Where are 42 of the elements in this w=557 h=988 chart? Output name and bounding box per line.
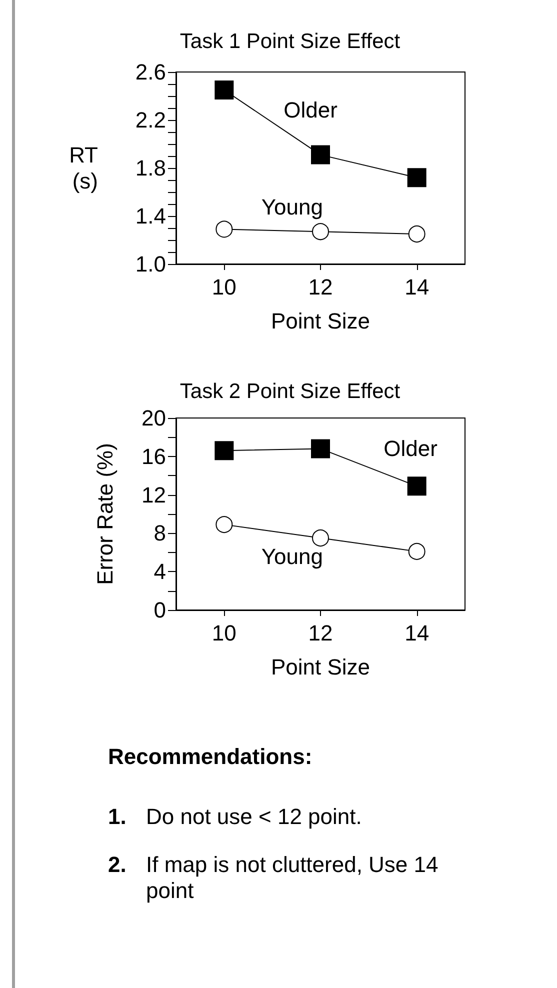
y-tick-label: 0 — [154, 598, 166, 622]
y-tick-label: 16 — [142, 444, 166, 469]
y-tick-label: 1.4 — [135, 204, 166, 228]
x-axis-title: Point Size — [270, 308, 370, 334]
point — [408, 542, 426, 560]
point — [214, 80, 234, 100]
point — [312, 223, 329, 240]
y-axis-title: Error Rate (%) — [92, 443, 118, 585]
series-label: Older — [284, 97, 338, 122]
text: 2. If map is not cluttered, Use 14 point — [108, 852, 440, 904]
point — [214, 441, 234, 460]
x-axis-title: Point Size — [270, 654, 370, 680]
x-tick-label: 10 — [212, 620, 236, 646]
point — [407, 476, 426, 496]
point — [408, 226, 426, 242]
point — [216, 220, 233, 238]
text: 1. Do not use < 12 point. — [108, 804, 363, 830]
point — [312, 530, 329, 546]
series-label: Young — [261, 544, 323, 570]
series-label: Older — [384, 436, 438, 462]
point — [311, 145, 330, 164]
y-tick-label: 1.0 — [135, 252, 166, 276]
point — [311, 439, 330, 458]
y-axis-title: RT (s) — [69, 142, 98, 194]
chart-title: Task 2 Point Size Effect — [180, 380, 400, 403]
series-label: Young — [261, 194, 323, 220]
x-tick-label: 14 — [404, 620, 430, 646]
x-tick-label: 10 — [212, 274, 236, 300]
point — [407, 168, 426, 188]
y-tick-label: 8 — [154, 520, 166, 546]
point — [216, 516, 233, 534]
x-tick-label: 12 — [308, 620, 333, 646]
y-tick-label: 1.8 — [135, 156, 166, 180]
text: Recommendations: — [108, 744, 314, 770]
y-tick-label: 2.6 — [135, 60, 166, 84]
y-tick-label: 12 — [142, 482, 166, 508]
x-tick-label: 12 — [308, 274, 333, 300]
x-tick-label: 14 — [404, 274, 430, 300]
chart-title: Task 1 Point Size Effect — [180, 30, 400, 53]
y-tick-label: 4 — [154, 559, 166, 584]
y-tick-label: 20 — [142, 406, 166, 430]
y-tick-label: 2.2 — [135, 108, 166, 132]
